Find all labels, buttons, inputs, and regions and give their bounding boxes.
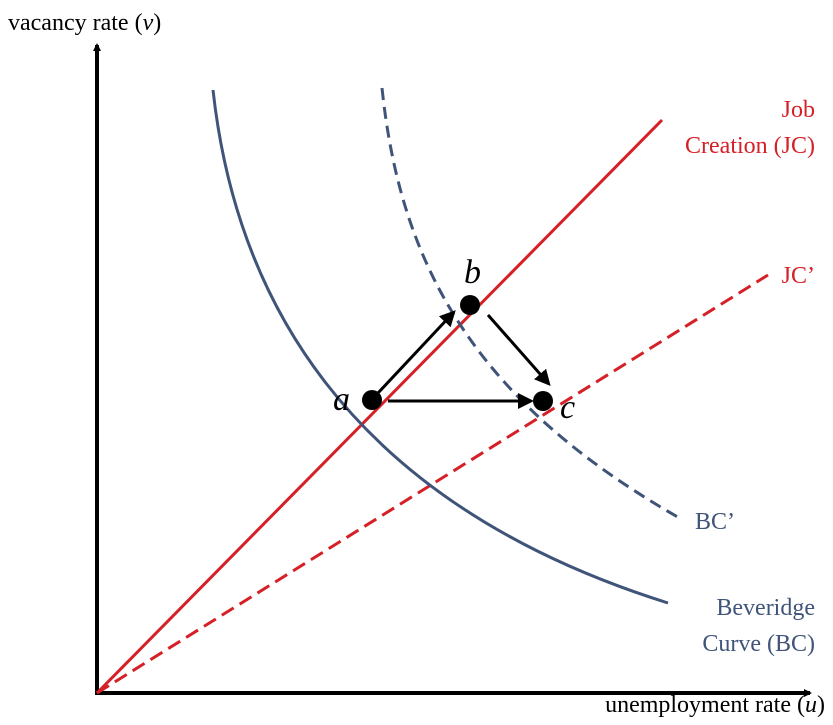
arrow xyxy=(376,310,456,395)
label-part: unemployment rate ( xyxy=(605,692,805,718)
label-part: ) xyxy=(817,692,825,718)
point-a xyxy=(362,390,382,410)
x-axis-label: unemployment rate (u) xyxy=(605,692,825,718)
label-part: vacancy rate ( xyxy=(8,10,143,36)
point-label: b xyxy=(464,254,481,291)
jc-prime-line xyxy=(96,273,769,695)
arrow xyxy=(486,314,551,386)
point-label: c xyxy=(560,389,575,426)
bc-prime-curve xyxy=(380,87,684,522)
point-label: a xyxy=(333,381,350,418)
point-b xyxy=(460,295,480,315)
jc-prime-label: JC’ xyxy=(782,263,815,289)
jc-label: Job xyxy=(782,97,815,123)
y-axis-label: vacancy rate (v) xyxy=(8,10,161,36)
jc-label: Creation (JC) xyxy=(685,133,815,159)
bc-prime-label: BC’ xyxy=(695,509,735,535)
bc-curve xyxy=(211,89,669,605)
label-part: ) xyxy=(153,10,161,36)
bc-label: Beveridge xyxy=(716,595,815,621)
label-part: v xyxy=(143,10,154,36)
label-part: u xyxy=(805,692,817,718)
bc-label: Curve (BC) xyxy=(702,631,815,657)
point-c xyxy=(533,391,553,411)
